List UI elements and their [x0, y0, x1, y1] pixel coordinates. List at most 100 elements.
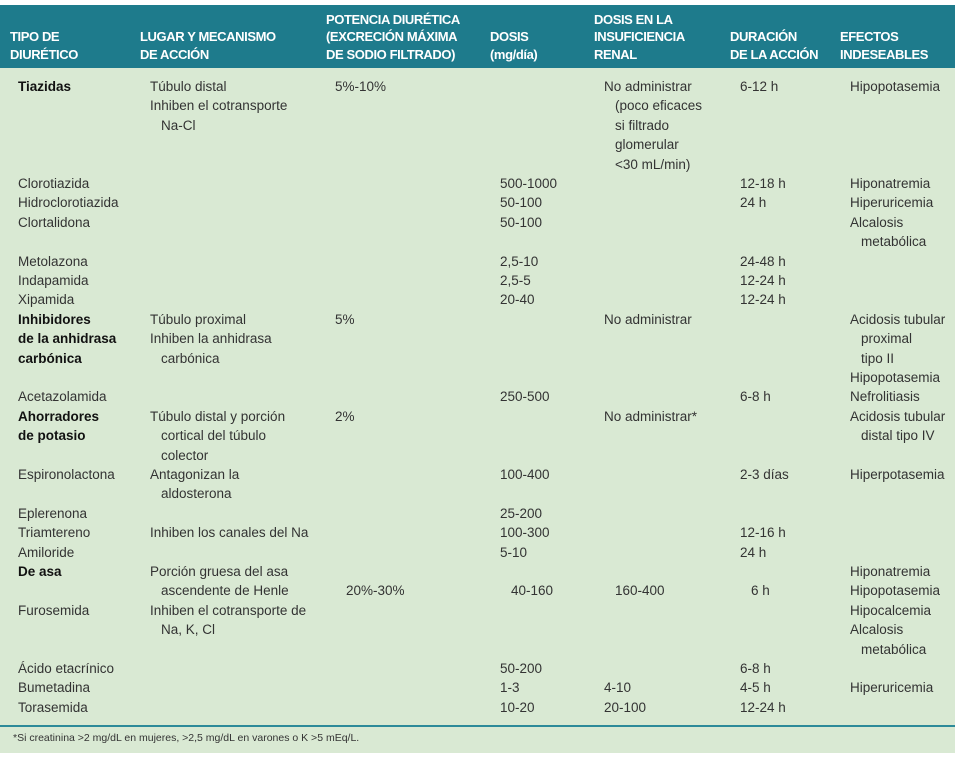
- cell-text: Hipocalcemia: [850, 602, 932, 618]
- cell-text: Tiazidas: [18, 79, 72, 94]
- table-row: Tiazidas Túbulo distal Inhiben el cotransp…: [0, 77, 955, 174]
- cell-dosis: 50-200: [500, 659, 542, 678]
- cell-text: Hipopotasemia: [850, 583, 941, 599]
- table-row: Espironolactona Antagonizan la aldosteron…: [0, 465, 955, 504]
- cell-text: 24-48 h: [740, 253, 786, 269]
- cell-dosis: 25-200: [500, 504, 542, 523]
- cell-text: No administrar (poco eficaces si filtrad…: [604, 79, 703, 172]
- cell-text: Hiperuricemia: [850, 680, 934, 696]
- cell-duracion: 24 h: [740, 193, 766, 212]
- cell-duracion: 12-16 h: [740, 523, 786, 542]
- cell-text: Bumetadina: [18, 680, 91, 696]
- cell-text: Inhiben los canales del Na: [150, 525, 309, 541]
- cell-text: Acidosis tubular distal tipo IV: [850, 408, 946, 444]
- cell-duracion: 4-5 h: [740, 678, 771, 697]
- cell-duracion: 6-8 h: [740, 659, 771, 678]
- cell-duracion: 6-8 h: [740, 387, 771, 406]
- cell-text: de potasio: [18, 428, 86, 444]
- cell-text: Eplerenona: [18, 505, 88, 521]
- cell-text: 250-500: [500, 389, 550, 405]
- cell-efectos: Acidosis tubular distal tipo IV: [850, 407, 945, 446]
- cell-text: 5-10: [500, 544, 528, 560]
- cell-tipo: Clorotiazida: [18, 174, 89, 193]
- cell-tipo: Hidroclorotiazida: [18, 193, 119, 212]
- cell-text: 12-16 h: [740, 525, 786, 541]
- cell-text: Hipopotasemia: [850, 369, 941, 385]
- cell-tipo: Ácido etacrínico: [18, 659, 114, 678]
- table-row: Ahorradores de potasio Túbulo distal y por…: [0, 407, 955, 465]
- cell-text: 2,5-10: [500, 253, 539, 269]
- cell-efectos: Hiponatremia: [850, 174, 930, 193]
- cell-tipo: Indapamida: [18, 271, 89, 290]
- table-row: Furosemida Inhiben el cotransporte de Na,…: [0, 601, 955, 659]
- cell-tipo: Furosemida: [18, 601, 89, 620]
- cell-lugar: Antagonizan la aldosterona: [150, 465, 239, 504]
- cell-efectos: Hiperpotasemia: [850, 465, 945, 484]
- cell-text: 12-24 h: [740, 292, 786, 308]
- cell-efectos: Hiperuricemia: [850, 678, 933, 697]
- cell-dosis: 20-40: [500, 290, 535, 309]
- cell-potencia: 5%: [335, 310, 355, 329]
- cell-dosis: 250-500: [500, 387, 550, 406]
- cell-lugar: Inhiben los canales del Na: [150, 523, 308, 542]
- header-dosis: DOSIS (mg/día): [490, 29, 538, 62]
- cell-dosis: 100-400: [500, 465, 550, 484]
- cell-text: Hipopotasemia: [850, 79, 941, 94]
- cell-text: Indapamida: [18, 272, 89, 288]
- cell-efectos: Hiponatremia Hipopotasemia: [850, 562, 940, 601]
- cell-text: 2%: [335, 408, 355, 424]
- cell-text: Furosemida: [18, 602, 90, 618]
- diuretics-table: TIPO DE DIURÉTICO LUGAR Y MECANISMO DE A…: [0, 5, 955, 753]
- cell-text: 100-400: [500, 466, 550, 482]
- cell-text: Inhiben el cotransporte Na-Cl: [150, 98, 288, 133]
- cell-potencia: 2%: [335, 407, 355, 426]
- cell-text: 500-1000: [500, 176, 558, 191]
- cell-text: Antagonizan la aldosterona: [150, 466, 240, 502]
- table-row: Clorotiazida 500-1000 12-18 h Hiponatremia: [0, 174, 955, 193]
- cell-text: 160-400: [615, 583, 665, 599]
- cell-duracion: 24-48 h: [740, 252, 786, 271]
- table-row: Xipamida 20-40 12-24 h: [0, 290, 955, 309]
- cell-tipo: Xipamida: [18, 290, 74, 309]
- cell-efectos: Hipopotasemia: [850, 77, 940, 96]
- cell-text: 50-100: [500, 195, 543, 211]
- cell-text: Hiperpotasemia: [850, 466, 945, 482]
- cell-dosis-insuficiencia: No administrar: [604, 310, 692, 329]
- cell-text: Inhiben la anhidrasa carbónica: [150, 331, 272, 366]
- cell-dosis-insuficiencia: 4-10: [604, 678, 631, 697]
- cell-tipo: Triamtereno: [18, 523, 90, 542]
- cell-dosis-insuficiencia: 160-400: [604, 562, 665, 601]
- cell-text: Túbulo distal: [150, 79, 227, 94]
- cell-text: No administrar: [604, 311, 692, 327]
- cell-text: Acetazolamida: [18, 389, 107, 405]
- cell-text: Torasemida: [18, 699, 88, 715]
- cell-efectos: Acidosis tubular proximal tipo II Hipopot…: [850, 310, 945, 388]
- cell-text: 10-20: [500, 699, 535, 715]
- table-row: Ácido etacrínico 50-200 6-8 h: [0, 659, 955, 678]
- cell-dosis-insuficiencia: No administrar*: [604, 407, 697, 426]
- cell-duracion: 24 h: [740, 543, 766, 562]
- cell-text: Hiponatremia: [850, 176, 931, 191]
- table-row: Inhibidores de la anhidrasa carbónica Túbul…: [0, 310, 955, 388]
- cell-text: Espironolactona: [18, 466, 115, 482]
- cell-dosis: 100-300: [500, 523, 550, 542]
- cell-dosis: 50-100: [500, 193, 542, 212]
- table-body: Tiazidas Túbulo distal Inhiben el cotransp…: [0, 77, 955, 717]
- cell-text: Amiloride: [18, 544, 75, 560]
- cell-text: Nefrolitiasis: [850, 389, 920, 405]
- cell-text: Porción gruesa del asa ascendente de Hen…: [150, 563, 289, 599]
- cell-text: de la anhidrasa: [18, 331, 117, 347]
- cell-text: 20-100: [604, 699, 647, 715]
- table-row: Metolazona 2,5-10 24-48 h: [0, 252, 955, 271]
- header-efectos: EFECTOS INDESEABLES: [840, 29, 929, 62]
- table-row: Bumetadina 1-3 4-10 4-5 h Hiperuricemia: [0, 678, 955, 697]
- cell-efectos: Hiperuricemia: [850, 193, 933, 212]
- cell-text: 40-160: [511, 583, 554, 599]
- cell-text: Ácido etacrínico: [18, 660, 115, 676]
- cell-text: Clortalidona: [18, 214, 91, 230]
- cell-text: Clorotiazida: [18, 176, 90, 191]
- table-row: Amiloride 5-10 24 h: [0, 543, 955, 562]
- cell-text: 24 h: [740, 195, 767, 211]
- table-header: TIPO DE DIURÉTICO LUGAR Y MECANISMO DE A…: [0, 5, 955, 68]
- cell-text: 1-3: [500, 680, 520, 696]
